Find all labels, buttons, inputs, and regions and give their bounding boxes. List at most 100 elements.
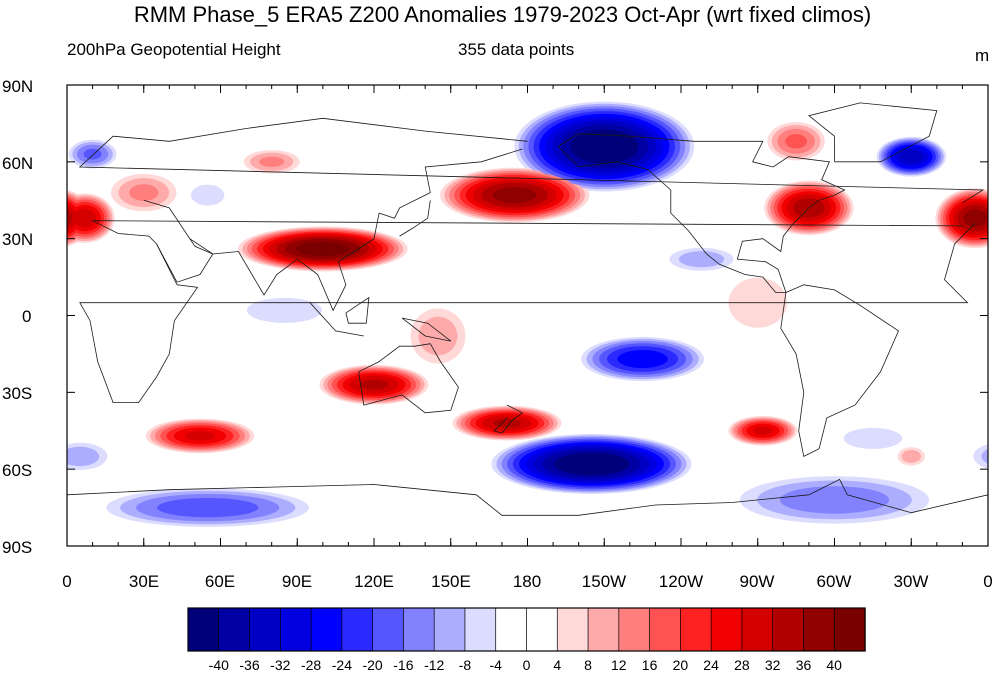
positive-anomaly-contour [43, 209, 66, 227]
colorbar-tick-label: 40 [826, 657, 842, 673]
variable-subtitle: 200hPa Geopotential Height [67, 40, 281, 59]
positive-anomaly-contour [901, 449, 921, 463]
negative-anomaly-contour [993, 142, 1005, 166]
positive-anomaly-contour [129, 184, 159, 202]
coastline [780, 284, 900, 457]
coastline [399, 200, 431, 237]
colorbar-swatch [526, 607, 558, 652]
positive-anomaly-contour [753, 426, 773, 435]
colorbar-tick-label: -16 [393, 657, 414, 673]
coastline [808, 102, 938, 163]
y-tick-label: 60N [2, 154, 34, 173]
colorbar-swatch [310, 607, 343, 652]
colorbar-tick-label: 8 [584, 657, 592, 673]
coastline [345, 296, 370, 324]
colorbar-swatch [833, 607, 866, 652]
positive-anomaly-contour [492, 418, 522, 428]
units-label: m [975, 46, 990, 65]
negative-anomaly-contour [553, 452, 630, 476]
coastline [493, 404, 524, 434]
y-tick-label: 90N [2, 77, 34, 96]
coastline [143, 148, 523, 312]
colorbar-swatch [803, 607, 835, 652]
positive-anomaly-contour [990, 205, 1005, 231]
colorbar-tick-label: 24 [703, 657, 719, 673]
colorbar-swatch [279, 607, 312, 652]
negative-anomaly-contour [899, 149, 924, 164]
negative-anomaly-contour [981, 449, 988, 464]
colorbar-tick-label: -28 [300, 657, 322, 673]
colorbar-swatch [680, 607, 712, 652]
colorbar-swatch [495, 607, 528, 652]
colorbar-frame [187, 607, 866, 652]
x-tick-label: 120E [354, 572, 394, 591]
colorbar-tick-label: 4 [553, 657, 562, 673]
colorbar-tick-label: 16 [641, 657, 658, 673]
y-tick-label: 90S [2, 538, 33, 557]
positive-anomaly-contour [785, 134, 807, 149]
positive-anomaly-contour [995, 209, 1005, 228]
y-tick-label: 60S [2, 461, 33, 480]
coastline [401, 317, 452, 342]
x-tick-label: 0 [62, 572, 72, 591]
negative-anomaly-contour [678, 251, 725, 268]
x-tick-label: 0 [983, 572, 993, 591]
coastline [67, 478, 988, 516]
colorbar-swatch [187, 607, 220, 652]
colorbar-tick-label: -20 [362, 657, 383, 673]
negative-anomaly-contour [779, 486, 890, 514]
positive-anomaly-contour [963, 209, 987, 227]
colorbar-tick-label: 32 [764, 657, 781, 673]
positive-anomaly-contour [418, 316, 458, 356]
negative-anomaly-contour [67, 446, 100, 467]
coastline [156, 238, 214, 283]
coastline [309, 302, 364, 337]
x-tick-label: 90W [739, 572, 775, 591]
colorbar-swatch [710, 607, 743, 652]
positive-anomaly-contour [492, 187, 537, 204]
colorbar-tick-label: -12 [424, 657, 445, 673]
colorbar-tick-label: -4 [489, 657, 502, 673]
positive-anomaly-contour [986, 211, 988, 225]
negative-anomaly-contour [246, 297, 323, 323]
colorbar-swatch [464, 607, 497, 652]
colorbar-tick-label: 20 [672, 657, 689, 673]
colorbar-tick-label: 36 [795, 657, 812, 673]
positive-anomaly-contour [185, 431, 215, 441]
x-tick-label: 180 [512, 572, 542, 591]
negative-anomaly-contour [0, 476, 8, 523]
positive-anomaly-contour [67, 208, 72, 228]
y-tick-label: 30N [2, 230, 34, 249]
colorbar-swatch [772, 607, 805, 652]
x-tick-label: 120W [658, 572, 704, 591]
colorbar-swatch [218, 607, 251, 652]
axis-ticks [66, 84, 989, 547]
colorbar-tick-label: 0 [522, 657, 531, 673]
negative-anomaly-contour [998, 145, 1005, 164]
colorbar-swatch [556, 607, 589, 652]
colorbar-swatch [341, 607, 374, 652]
x-tick-label: 90E [281, 572, 313, 591]
colorbar [187, 607, 866, 652]
colorbar-swatch [587, 607, 620, 652]
x-tick-label: 30E [128, 572, 160, 591]
coastline [78, 117, 985, 204]
colorbar-swatch [403, 607, 435, 652]
negative-anomaly-contour [617, 350, 668, 368]
coastline [557, 133, 846, 293]
positive-anomaly-contour [259, 156, 285, 167]
colorbar-tick-label: -8 [458, 657, 472, 673]
negative-anomaly-contour [157, 497, 259, 518]
x-tick-label: 150E [431, 572, 471, 591]
negative-anomaly-contour [83, 148, 102, 160]
positive-anomaly-contour [359, 379, 389, 390]
colorbar-swatch [249, 607, 281, 652]
positive-anomaly-contour [73, 208, 97, 228]
colorbar-swatch [618, 607, 651, 652]
colorbar-tick-label: 12 [611, 657, 627, 673]
map-plot-area [0, 84, 1005, 547]
y-tick-label: 0 [22, 307, 32, 326]
colorbar-tick-label: -24 [331, 657, 352, 673]
negative-anomaly-contour [191, 184, 225, 206]
